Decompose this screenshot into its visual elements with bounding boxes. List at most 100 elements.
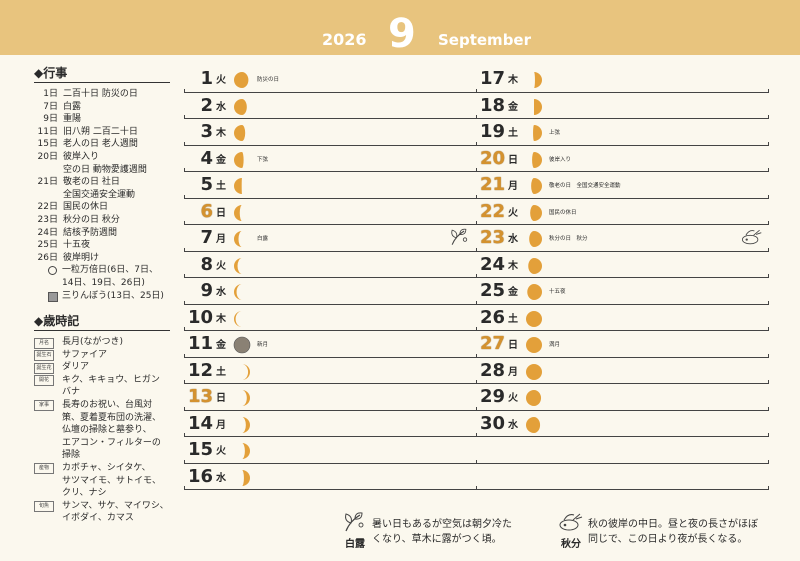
saijiki-line: 掃除	[62, 450, 81, 461]
day-note: 彼岸入り	[549, 156, 572, 163]
day-number: 10	[187, 306, 213, 328]
day-number: 3	[200, 121, 213, 142]
saijiki-section: ◆歳時記 月名 長月(ながつき) 誕生石 サファイア 誕生花 ダリア 開花 キク、キキョウ、ヒ…	[34, 314, 170, 525]
saijiki-tag: 誕生花	[34, 362, 54, 374]
day-number: 28	[479, 359, 505, 381]
day-of-week: 火	[508, 207, 518, 219]
day-row: 30 水	[476, 411, 769, 438]
day-of-week: 日	[216, 393, 226, 404]
day-number: 22	[479, 200, 505, 222]
day-of-week: 月	[216, 419, 226, 431]
day-row: 29 火	[476, 384, 769, 411]
event-text: 彼岸入り	[63, 151, 100, 162]
moon-phase-icon	[234, 204, 242, 221]
day-note: 十五夜	[549, 289, 566, 295]
event-row: 11日 旧八朔 二百二十日	[34, 126, 170, 139]
saijiki-tag: 月名	[34, 337, 54, 349]
legend-row: 三りんぼう(13日、25日)	[34, 290, 170, 307]
day-of-week: 火	[216, 75, 226, 86]
day-row: 23 水 秋分の日 秋分	[476, 225, 769, 252]
day-row: 18 金	[476, 93, 769, 120]
moon-phase-icon	[234, 284, 242, 300]
day-note: 国民の休日	[549, 209, 577, 216]
saijiki-line: クリ、ナシ	[62, 488, 107, 499]
saijiki-line: バナ	[62, 387, 81, 398]
day-number: 7	[200, 227, 213, 248]
moon-phase-icon	[526, 416, 541, 433]
day-row: 15 火	[184, 437, 477, 464]
moon-phase-icon	[528, 257, 542, 274]
day-number: 29	[479, 386, 505, 407]
event-text: 彼岸明け	[63, 252, 100, 263]
circle-icon	[48, 264, 62, 280]
day-number: 9	[200, 280, 213, 301]
day-note: 白露	[257, 236, 269, 242]
saijiki-text: ダリア	[62, 361, 170, 374]
day-number: 25	[479, 280, 505, 301]
saijiki-line: 長寿のお祝い、台風対	[62, 399, 153, 410]
event-day: 15日	[37, 139, 58, 150]
day-of-week: 金	[508, 101, 518, 113]
saijiki-row: 月名 長月(ながつき)	[34, 336, 170, 349]
legend-text: 三りんぼう(13日、25日)	[62, 290, 170, 303]
day-note: 下弦	[257, 156, 269, 163]
moon-phase-icon	[234, 178, 242, 194]
day-of-week: 日	[216, 207, 226, 219]
day-note: 防災の日	[257, 77, 280, 83]
day-of-week: 火	[216, 446, 226, 457]
saijiki-line: 策、夏着夏布団の洗濯、	[62, 412, 162, 423]
day-row: 7 月 白露	[184, 225, 477, 252]
day-of-week: 土	[508, 128, 518, 139]
moon-phase-icon	[234, 151, 244, 168]
day-number: 16	[187, 465, 213, 487]
saijiki-text: 長寿のお祝い、台風対 策、夏着夏布団の洗濯、 仏壇の掃除と墓参り、 エアコン・フィルタ…	[62, 399, 170, 462]
day-of-week: 木	[216, 128, 226, 139]
month-english: September	[438, 31, 531, 49]
day-number: 27	[479, 333, 505, 354]
empty-row	[476, 464, 769, 491]
day-of-week: 金	[216, 154, 226, 166]
event-text: 秋分の日 秋分	[63, 214, 120, 225]
event-row: 20日 彼岸入り	[34, 151, 170, 164]
saijiki-line: 長月(ながつき)	[62, 337, 124, 347]
event-row: 23日 秋分の日 秋分	[34, 214, 170, 227]
moon-phase-icon	[234, 72, 249, 88]
days-column-1: 1 火防災の日 2 水 3 木 4 金下弦 5 土 6 日 7 月白露 8 火 9 水 10 木 11 金新月 12 土 13 日…	[184, 66, 477, 490]
day-note: 敬老の日 全国交通安全運動	[549, 183, 621, 189]
day-row: 26 土	[476, 305, 769, 332]
moon-phase-icon	[234, 125, 246, 141]
moon-phase-icon	[531, 178, 542, 194]
moon-phase-icon	[530, 204, 542, 221]
day-row: 16 水	[184, 464, 477, 491]
event-day: 24日	[37, 227, 58, 238]
day-of-week: 火	[508, 393, 518, 404]
event-text: 旧八朔 二百二十日	[63, 126, 138, 137]
event-row: 全国交通安全運動	[34, 189, 170, 202]
event-day	[34, 164, 63, 177]
day-note: 新月	[257, 342, 269, 348]
saijiki-text: 長月(ながつき)	[62, 336, 170, 349]
sekki-name: 白露	[345, 539, 365, 550]
saijiki-text: サンマ、サケ、マイワシ、 イボダイ、カマス	[62, 500, 170, 525]
header-band: 2026 9 September	[0, 0, 800, 56]
event-day: 11日	[37, 126, 58, 137]
event-day: 22日	[37, 202, 58, 213]
day-of-week: 水	[216, 101, 226, 113]
day-of-week: 日	[508, 154, 518, 166]
moon-phase-icon	[526, 390, 542, 406]
day-row: 10 木	[184, 305, 477, 332]
event-text: 二百十日 防災の日	[63, 89, 138, 99]
event-text: 空の日 動物愛護週間	[63, 164, 147, 175]
day-row: 28 月	[476, 358, 769, 385]
day-row: 22 火 国民の休日	[476, 199, 769, 226]
day-note: 上弦	[549, 130, 561, 136]
event-day: 9日	[43, 114, 58, 125]
day-of-week: 月	[216, 234, 226, 245]
saijiki-list: 月名 長月(ながつき) 誕生石 サファイア 誕生花 ダリア 開花 キク、キキョウ、ヒガン バナ家…	[34, 336, 170, 525]
event-text: 重陽	[63, 114, 82, 125]
moon-phase-icon	[532, 151, 542, 168]
